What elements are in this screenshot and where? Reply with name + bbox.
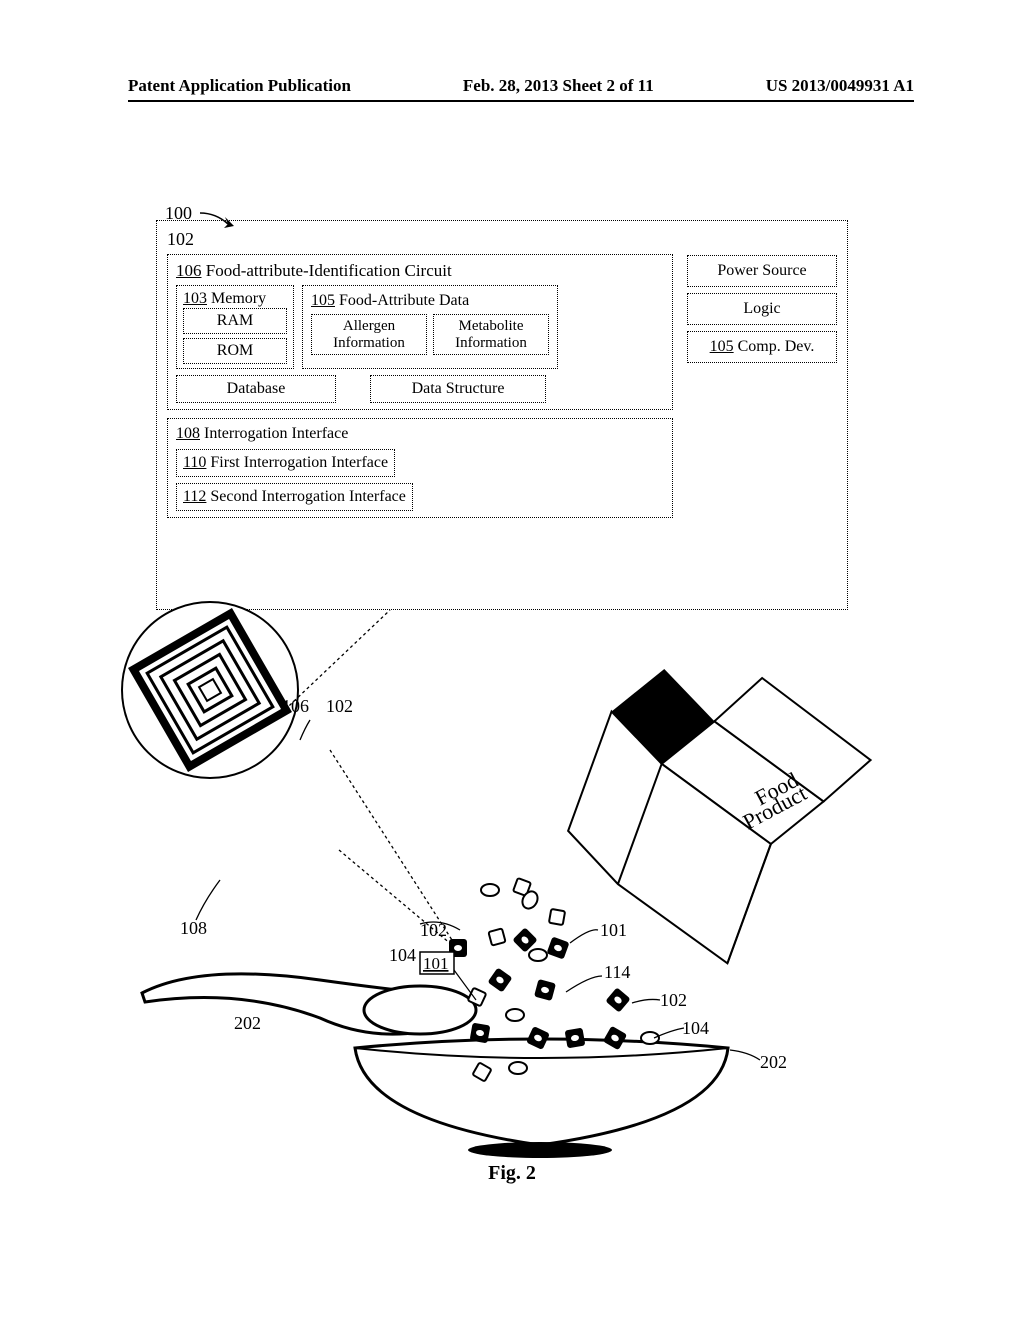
ref-d106: 106 xyxy=(282,696,309,717)
memory-wrapper: 103 Memory RAM ROM xyxy=(176,285,294,369)
text-108: Interrogation Interface xyxy=(204,425,348,442)
box-allergen: Allergen Information xyxy=(311,314,427,355)
box-110: 110 First Interrogation Interface xyxy=(176,449,395,477)
box-metabolite: Metabolite Information xyxy=(433,314,549,355)
ref-d108: 108 xyxy=(180,918,207,939)
ref-d104a: 104 xyxy=(389,945,416,966)
title-103: 103 Memory xyxy=(183,290,287,308)
box-112: 112 Second Interrogation Interface xyxy=(176,483,413,511)
box-database: Database xyxy=(176,375,336,403)
allergen-l2: Information xyxy=(333,335,405,351)
metabolite-l2: Information xyxy=(455,335,527,351)
box-rom: ROM xyxy=(183,338,287,364)
text-112: Second Interrogation Interface xyxy=(210,488,405,505)
ref-112: 112 xyxy=(183,488,206,505)
page-header: Patent Application Publication Feb. 28, … xyxy=(128,76,914,96)
figure-drawing: Food Product xyxy=(120,600,900,1160)
box-105-comp: 105 Comp. Dev. xyxy=(687,331,837,363)
box-105-food-attr: 105 Food-Attribute Data Allergen Informa… xyxy=(302,285,558,369)
header-right: US 2013/0049931 A1 xyxy=(766,76,914,96)
ref-d202-bowl: 202 xyxy=(760,1052,787,1073)
scene-svg: Food Product xyxy=(120,600,900,1160)
ref-103: 103 xyxy=(183,290,207,307)
text-103: Memory xyxy=(211,290,266,307)
ref-106: 106 xyxy=(176,261,202,280)
title-106: 106 Food-attribute-Identification Circui… xyxy=(176,261,664,281)
ref-102-block: 102 xyxy=(167,229,837,250)
allergen-l1: Allergen xyxy=(343,318,395,334)
metabolite-l1: Metabolite xyxy=(459,318,524,334)
page: Patent Application Publication Feb. 28, … xyxy=(0,0,1024,1320)
header-center: Feb. 28, 2013 Sheet 2 of 11 xyxy=(463,76,654,96)
ref-d102b: 102 xyxy=(420,920,447,941)
ref-105b: 105 xyxy=(710,338,734,355)
box-103-memory: 103 Memory RAM ROM xyxy=(176,285,294,369)
header-rule xyxy=(128,100,914,102)
box-108-interrogation: 108 Interrogation Interface 110 First In… xyxy=(167,418,673,518)
header-left: Patent Application Publication xyxy=(128,76,351,96)
text-105b: Comp. Dev. xyxy=(738,338,815,355)
circuit-inner: 103 Memory RAM ROM 105 Food-Attribute Da… xyxy=(176,285,664,369)
ref-108: 108 xyxy=(176,425,200,442)
box-106-circuit: 106 Food-attribute-Identification Circui… xyxy=(167,254,673,410)
box-ram: RAM xyxy=(183,308,287,334)
text-106: Food-attribute-Identification Circuit xyxy=(206,261,452,280)
ref-d101: 101 xyxy=(600,920,627,941)
right-column: Power Source Logic 105 Comp. Dev. xyxy=(687,255,837,363)
ref-d104b: 104 xyxy=(682,1018,709,1039)
ref-d102a: 102 xyxy=(326,696,353,717)
text-105a: Food-Attribute Data xyxy=(339,292,469,309)
ref-d102c: 102 xyxy=(660,990,687,1011)
attr-info-row: Allergen Information Metabolite Informat… xyxy=(311,314,549,355)
ref-110: 110 xyxy=(183,454,206,471)
figure-caption: Fig. 2 xyxy=(0,1162,1024,1185)
svg-text:101: 101 xyxy=(423,954,449,973)
database-row: Database Data Structure xyxy=(176,375,664,403)
ref-d202-spoon: 202 xyxy=(234,1013,261,1034)
box-logic: Logic xyxy=(687,293,837,325)
ref-105a: 105 xyxy=(311,292,335,309)
block-102: 102 106 Food-attribute-Identification Ci… xyxy=(156,220,848,610)
title-108: 108 Interrogation Interface xyxy=(176,425,664,443)
box-datastructure: Data Structure xyxy=(370,375,546,403)
box-power: Power Source xyxy=(687,255,837,287)
title-105-attr: 105 Food-Attribute Data xyxy=(311,292,549,310)
text-110: First Interrogation Interface xyxy=(210,454,388,471)
ref-d114: 114 xyxy=(604,962,630,983)
